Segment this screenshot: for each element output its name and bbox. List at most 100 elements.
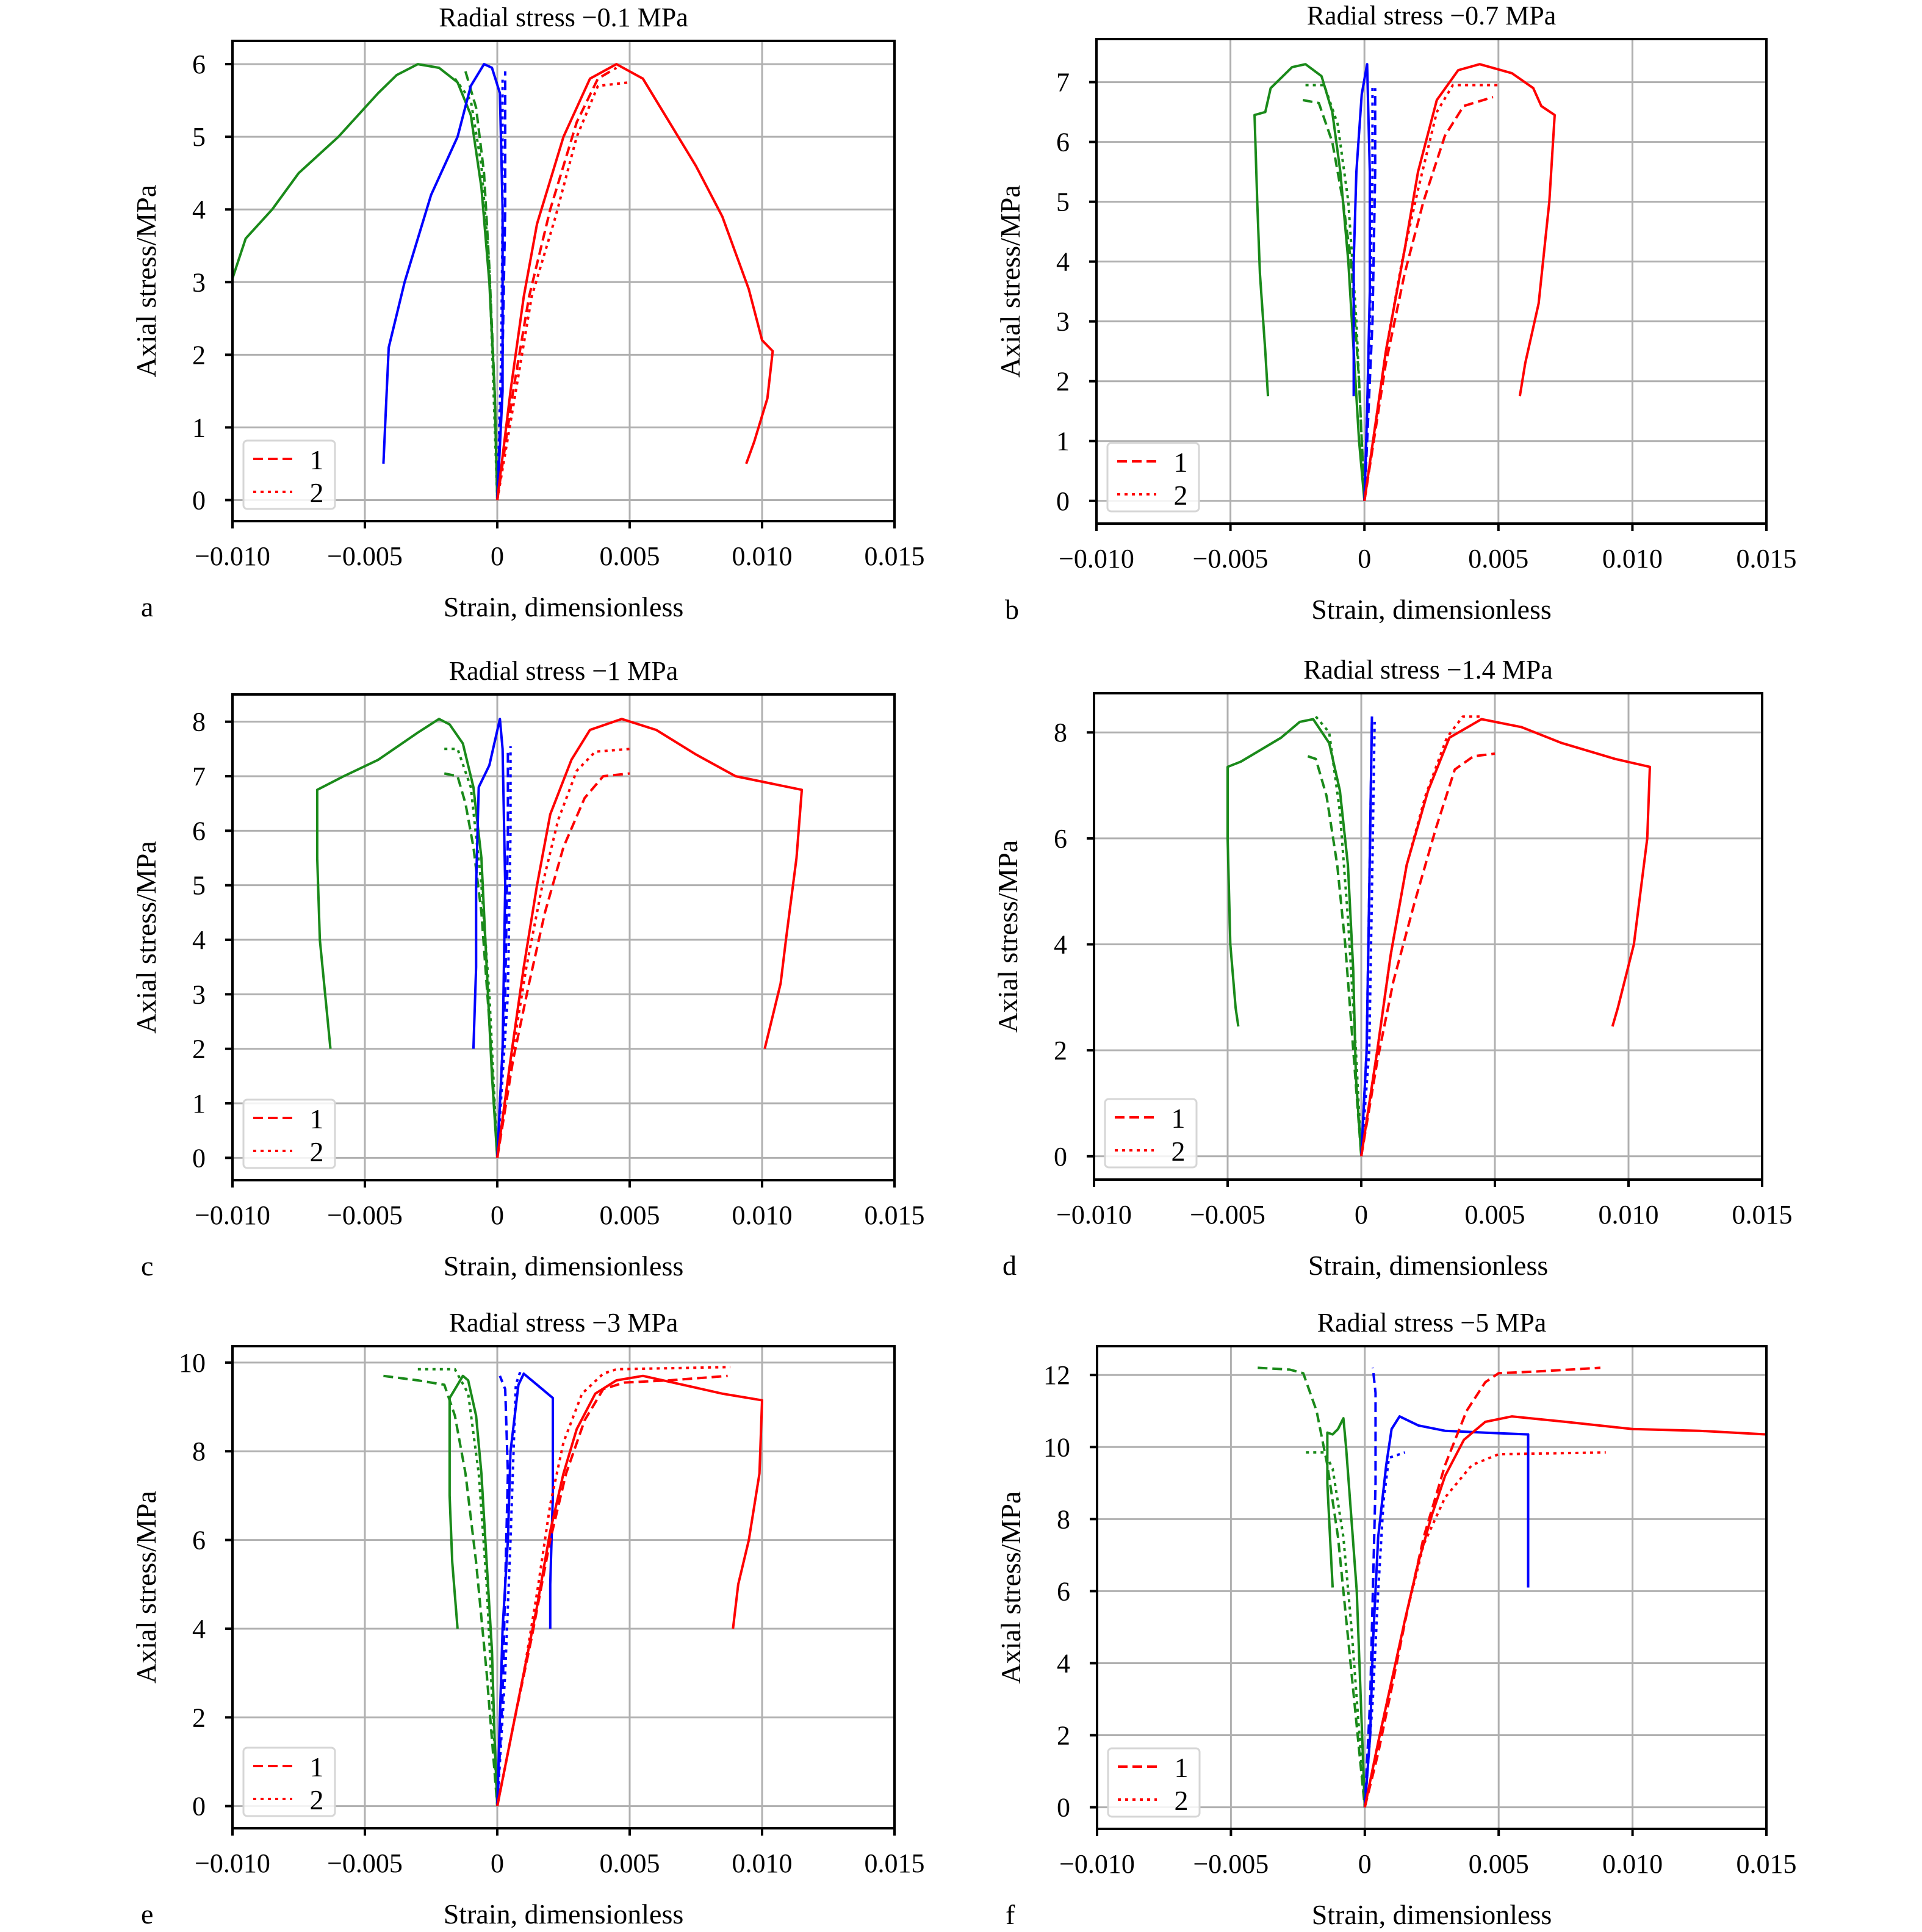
x-axis-label: Strain, dimensionless — [444, 591, 684, 622]
y-tick-label: 8 — [192, 1436, 206, 1466]
series-green-2 — [444, 748, 498, 1158]
y-tick-label: 6 — [1054, 824, 1067, 854]
x-tick-label: 0 — [491, 1848, 504, 1878]
x-tick-label: −0.005 — [327, 541, 403, 571]
y-tick-label: 0 — [192, 485, 206, 515]
series-group — [383, 1366, 763, 1807]
x-tick-label: −0.010 — [195, 541, 270, 571]
series-blue-1 — [1363, 88, 1377, 501]
series-red-solid — [1360, 718, 1651, 1157]
y-tick-label: 4 — [1054, 930, 1067, 960]
chart-title: Radial stress −5 MPa — [1317, 1308, 1547, 1338]
x-tick-label: 0.005 — [600, 1848, 660, 1878]
legend-box — [242, 439, 336, 510]
y-tick-label: 2 — [1054, 1036, 1067, 1065]
series-red-2 — [1363, 1451, 1606, 1808]
chart-title: Radial stress −0.1 MPa — [439, 2, 688, 32]
y-tick-label: 8 — [192, 707, 206, 737]
series-blue-solid — [1363, 1415, 1530, 1808]
y-tick-label: 3 — [192, 979, 206, 1009]
series-blue-2 — [496, 1369, 522, 1806]
x-tick-label: 0.015 — [1737, 544, 1797, 574]
series-green-2 — [417, 1368, 498, 1806]
y-tick-label: 4 — [1057, 1648, 1070, 1678]
series-blue-1 — [1360, 719, 1373, 1156]
x-tick-label: 0 — [491, 1200, 504, 1230]
series-green-1 — [1307, 755, 1362, 1156]
legend-box — [1106, 442, 1200, 513]
y-tick-label: 5 — [1056, 187, 1070, 217]
x-axis-label: Strain, dimensionless — [1312, 1899, 1552, 1930]
panel-letter: a — [141, 591, 153, 622]
y-axis-label: Axial stress/MPa — [995, 185, 1026, 378]
series-red-2 — [496, 748, 630, 1158]
y-axis-label: Axial stress/MPa — [992, 840, 1023, 1033]
y-tick-label: 5 — [192, 871, 206, 901]
y-tick-label: 4 — [1056, 247, 1070, 277]
series-red-2 — [496, 81, 630, 500]
x-tick-label: 0.015 — [1737, 1849, 1797, 1879]
grid — [1096, 1346, 1768, 1829]
legend-label: 2 — [310, 1784, 324, 1815]
legend-box — [242, 1746, 336, 1817]
y-tick-label: 0 — [1054, 1142, 1067, 1172]
series-blue-2 — [1360, 721, 1376, 1156]
y-tick-label: 2 — [192, 340, 206, 370]
x-tick-label: −0.005 — [1193, 1849, 1269, 1879]
legend: 12 — [1106, 442, 1200, 513]
y-tick-label: 10 — [1043, 1432, 1070, 1462]
x-tick-label: −0.010 — [1059, 544, 1134, 574]
legend-label: 2 — [1175, 1785, 1189, 1816]
y-tick-label: 0 — [192, 1792, 206, 1822]
series-group — [315, 718, 804, 1158]
legend-label: 2 — [1174, 480, 1188, 511]
series-blue-solid — [382, 63, 504, 500]
axes-frame — [1095, 38, 1768, 525]
series-blue-2 — [1363, 85, 1374, 501]
y-tick-label: 12 — [1043, 1360, 1070, 1390]
x-tick-label: 0.010 — [1602, 544, 1663, 574]
y-tick-label: 2 — [1057, 1721, 1070, 1751]
panel-f: −0.010 −0.005 0 0.005 0.010 0.015024681012Rad… — [995, 1308, 1797, 1930]
series-green-1 — [1258, 1366, 1366, 1808]
series-red-solid — [496, 63, 774, 500]
axes-frame — [231, 693, 896, 1181]
series-green-1 — [383, 1374, 498, 1806]
x-tick-label: −0.005 — [327, 1200, 403, 1230]
y-tick-label: 4 — [192, 195, 206, 225]
x-tick-label: −0.010 — [195, 1848, 270, 1878]
chart-title: Radial stress −3 MPa — [449, 1308, 678, 1338]
x-tick-label: −0.010 — [1059, 1849, 1135, 1879]
series-group — [1258, 1366, 1766, 1808]
legend: 12 — [242, 1098, 336, 1169]
x-axis-label: Strain, dimensionless — [444, 1250, 684, 1281]
series-blue-solid — [472, 718, 506, 1158]
x-axis-label: Strain, dimensionless — [1311, 594, 1552, 625]
x-tick-label: −0.005 — [1193, 544, 1269, 574]
series-red-solid — [1363, 63, 1556, 502]
legend: 12 — [1104, 1098, 1198, 1169]
series-green-solid — [1253, 63, 1366, 501]
y-tick-label: 6 — [192, 1526, 206, 1555]
x-tick-label: 0.015 — [865, 541, 925, 571]
y-tick-label: 8 — [1054, 718, 1067, 748]
x-tick-label: 0.010 — [1599, 1200, 1659, 1230]
x-tick-label: 0.005 — [1469, 1849, 1529, 1879]
y-tick-label: 4 — [192, 925, 206, 955]
series-blue-solid — [1352, 63, 1371, 501]
y-tick-label: 8 — [1057, 1504, 1070, 1534]
legend-label: 1 — [1175, 1752, 1189, 1783]
series-blue-2 — [1363, 1451, 1406, 1808]
x-tick-label: −0.005 — [327, 1848, 403, 1878]
y-tick-label: 1 — [192, 413, 206, 442]
axes-frame — [231, 1345, 896, 1829]
y-tick-label: 6 — [1056, 128, 1070, 157]
legend: 12 — [242, 439, 336, 510]
x-tick-label: 0.015 — [865, 1848, 925, 1878]
x-tick-label: 0 — [1358, 544, 1371, 574]
y-tick-label: 7 — [192, 762, 206, 791]
legend-label: 1 — [1174, 447, 1188, 478]
series-red-1 — [496, 67, 617, 500]
series-green-2 — [1305, 84, 1366, 501]
series-green-1 — [464, 71, 498, 500]
